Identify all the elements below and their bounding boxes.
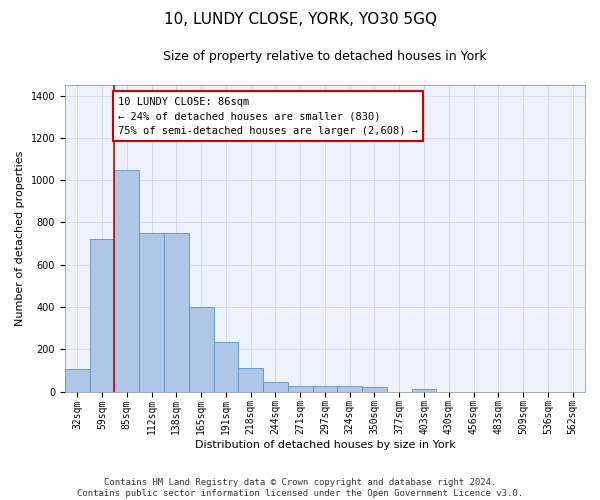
Text: 10 LUNDY CLOSE: 86sqm
← 24% of detached houses are smaller (830)
75% of semi-det: 10 LUNDY CLOSE: 86sqm ← 24% of detached …	[118, 96, 418, 136]
X-axis label: Distribution of detached houses by size in York: Distribution of detached houses by size …	[194, 440, 455, 450]
Bar	[65, 369, 89, 392]
Bar	[337, 386, 362, 392]
Bar	[189, 307, 214, 392]
Bar	[313, 386, 337, 392]
Bar	[362, 388, 387, 392]
Y-axis label: Number of detached properties: Number of detached properties	[15, 150, 25, 326]
Bar	[214, 342, 238, 392]
Bar	[89, 240, 115, 392]
Title: Size of property relative to detached houses in York: Size of property relative to detached ho…	[163, 50, 487, 63]
Text: 10, LUNDY CLOSE, YORK, YO30 5GQ: 10, LUNDY CLOSE, YORK, YO30 5GQ	[163, 12, 437, 28]
Bar	[238, 368, 263, 392]
Bar	[412, 389, 436, 392]
Bar	[115, 170, 139, 392]
Bar	[164, 234, 189, 392]
Text: Contains HM Land Registry data © Crown copyright and database right 2024.
Contai: Contains HM Land Registry data © Crown c…	[77, 478, 523, 498]
Bar	[288, 386, 313, 392]
Bar	[139, 234, 164, 392]
Bar	[263, 382, 288, 392]
